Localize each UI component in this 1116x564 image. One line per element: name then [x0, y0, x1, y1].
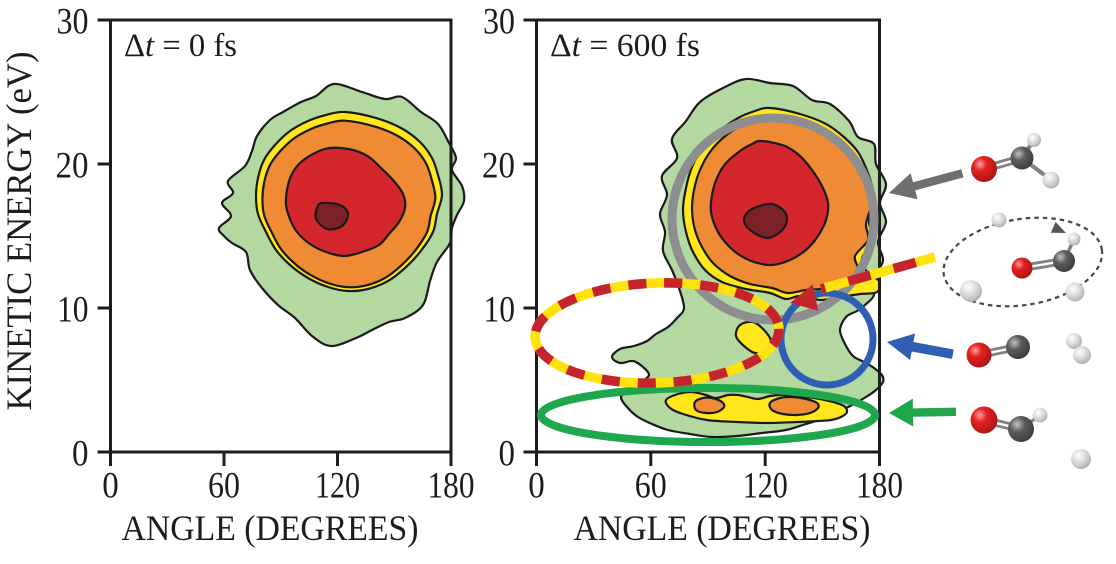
svg-text:60: 60 — [635, 466, 667, 507]
svg-text:KINETIC ENERGY (eV): KINETIC ENERGY (eV) — [0, 52, 39, 411]
svg-text:0: 0 — [102, 466, 119, 507]
svg-text:ANGLE (DEGREES): ANGLE (DEGREES) — [122, 508, 419, 548]
svg-text:60: 60 — [208, 466, 240, 507]
svg-text:Δt = 600 fs: Δt = 600 fs — [550, 28, 700, 64]
svg-text:180: 180 — [856, 466, 903, 507]
svg-text:30: 30 — [483, 2, 515, 43]
svg-text:30: 30 — [57, 2, 89, 43]
svg-text:180: 180 — [428, 466, 475, 507]
svg-text:0: 0 — [528, 466, 545, 507]
svg-text:0: 0 — [72, 434, 89, 475]
svg-text:ANGLE (DEGREES): ANGLE (DEGREES) — [574, 508, 871, 548]
svg-text:20: 20 — [482, 146, 515, 187]
svg-text:0: 0 — [499, 434, 516, 475]
svg-text:120: 120 — [315, 466, 360, 507]
svg-text:120: 120 — [743, 466, 788, 507]
svg-text:Δt = 0 fs: Δt = 0 fs — [124, 28, 237, 64]
svg-text:10: 10 — [484, 290, 516, 331]
svg-text:20: 20 — [56, 146, 89, 187]
svg-text:10: 10 — [57, 290, 89, 331]
